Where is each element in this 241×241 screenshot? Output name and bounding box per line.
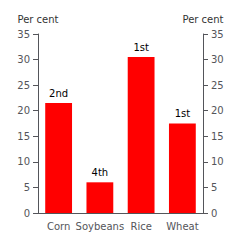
- svg-text:25: 25: [17, 80, 30, 91]
- svg-text:1st: 1st: [133, 42, 149, 53]
- svg-text:10: 10: [17, 156, 30, 167]
- svg-text:25: 25: [211, 80, 224, 91]
- svg-text:Rice: Rice: [130, 221, 151, 232]
- svg-text:30: 30: [211, 54, 224, 65]
- svg-text:0: 0: [211, 208, 217, 219]
- svg-text:Per cent: Per cent: [17, 14, 58, 25]
- svg-text:Wheat: Wheat: [166, 221, 199, 232]
- svg-text:10: 10: [211, 156, 224, 167]
- svg-text:Corn: Corn: [47, 221, 70, 232]
- svg-text:Per cent: Per cent: [182, 14, 223, 25]
- svg-text:5: 5: [24, 182, 30, 193]
- svg-text:20: 20: [211, 105, 224, 116]
- svg-text:4th: 4th: [92, 167, 109, 178]
- svg-text:15: 15: [17, 131, 30, 142]
- svg-text:20: 20: [17, 105, 30, 116]
- svg-text:35: 35: [211, 29, 224, 40]
- svg-text:Soybeans: Soybeans: [76, 221, 125, 232]
- svg-text:1st: 1st: [175, 108, 191, 119]
- svg-text:15: 15: [211, 131, 224, 142]
- svg-text:0: 0: [24, 208, 30, 219]
- svg-text:35: 35: [17, 29, 30, 40]
- svg-text:30: 30: [17, 54, 30, 65]
- svg-text:5: 5: [211, 182, 217, 193]
- svg-text:2nd: 2nd: [49, 88, 68, 99]
